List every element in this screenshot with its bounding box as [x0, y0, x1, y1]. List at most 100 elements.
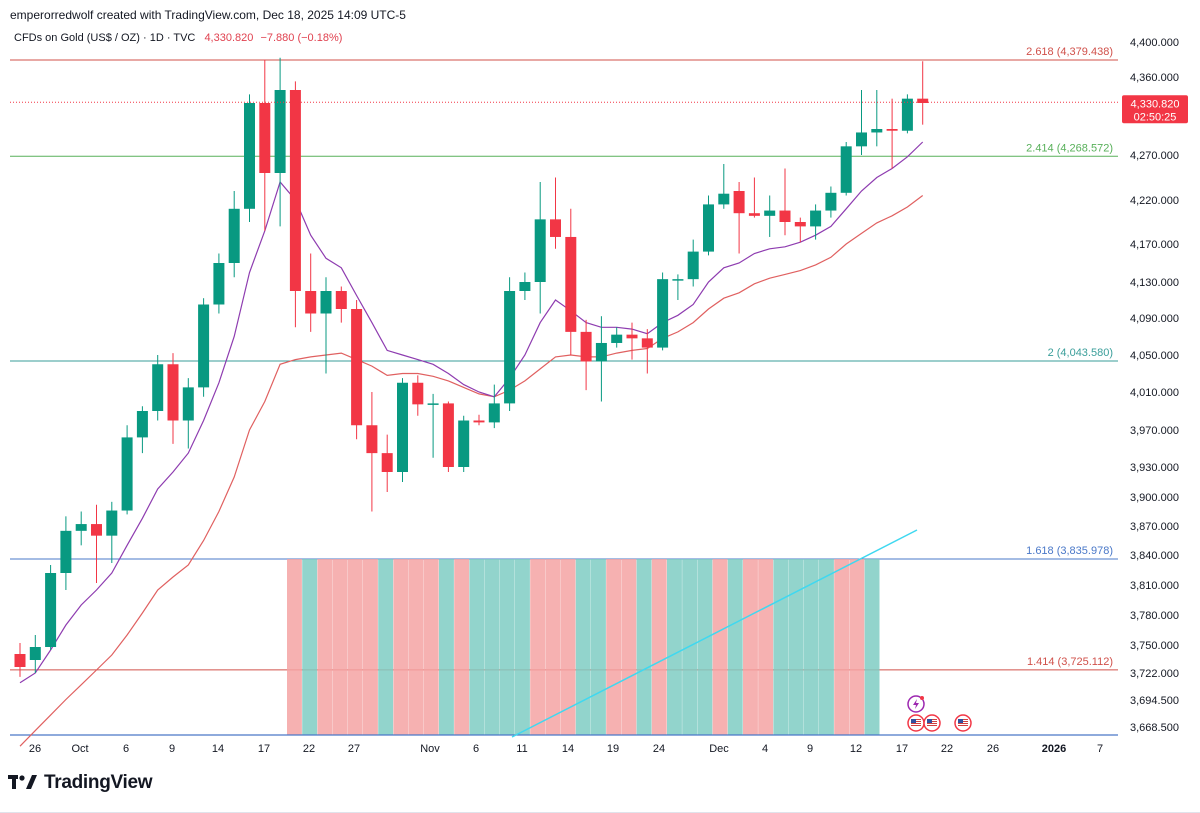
candle: [672, 274, 684, 300]
moving-averages: [19, 141, 924, 747]
y-tick-label: 3,870.000: [1130, 521, 1179, 533]
candle: [397, 378, 408, 482]
fib-label: 2.414 (4,268.572): [1026, 142, 1113, 154]
candle: [565, 208, 577, 355]
x-tick-label: 6: [123, 743, 129, 755]
histogram-bar: [743, 559, 758, 735]
candle: [244, 94, 255, 222]
candle-body: [672, 279, 684, 281]
lightning-event-icon: [907, 695, 925, 713]
candle: [198, 298, 210, 397]
x-tick-label: Oct: [71, 743, 88, 755]
price-tag-value: 4,330.820: [1131, 98, 1180, 110]
flag-stripe: [958, 725, 968, 726]
candle: [764, 195, 776, 237]
candle-body: [29, 647, 41, 660]
y-tick-label: 3,750.000: [1130, 640, 1179, 652]
histogram-bar: [712, 559, 728, 735]
y-tick-label: 3,668.500: [1130, 722, 1179, 734]
candle: [381, 434, 393, 492]
candle-body: [534, 219, 546, 282]
x-tick-label: 22: [941, 743, 953, 755]
flag-stripe: [958, 723, 968, 724]
histogram-bar: [439, 559, 454, 735]
candle: [442, 401, 454, 472]
brand-name: TradingView: [44, 772, 153, 793]
histogram-bar: [621, 559, 637, 735]
histogram-bar: [515, 559, 530, 735]
candle: [228, 191, 240, 278]
flag-canton: [927, 719, 932, 723]
candle-body: [427, 403, 439, 405]
histogram-bar: [545, 559, 561, 735]
y-tick-label: 3,810.000: [1130, 580, 1179, 592]
time-axis: 26 Oct 6 9 14 17 22 27 Nov 6 11 14 19 24 Dec 4 9 12 17 22 26…: [29, 743, 1103, 755]
histogram-bar: [758, 559, 774, 735]
x-tick-label: 26: [987, 743, 999, 755]
us-flag-event-icon: [923, 714, 941, 732]
x-tick-label: 4: [762, 743, 768, 755]
candle-body: [335, 291, 347, 309]
candle-body: [580, 331, 592, 362]
candle-body: [810, 210, 822, 227]
y-tick-label: 4,360.000: [1130, 72, 1179, 84]
candle: [458, 415, 470, 472]
candle-body: [641, 338, 653, 348]
candle-body: [473, 420, 485, 423]
x-tick-label: 14: [562, 743, 574, 755]
legend-separator: ·: [142, 32, 150, 44]
histogram-bar: [378, 559, 394, 735]
trend-line: [511, 529, 918, 738]
candle-body: [366, 425, 378, 454]
candle: [91, 504, 102, 583]
legend-price: 4,330.820: [204, 32, 254, 44]
ema-fast-line: [19, 141, 924, 684]
candle-body: [519, 282, 531, 291]
histogram-bar: [317, 559, 333, 735]
candle-body: [182, 387, 194, 421]
histogram-bar: [697, 559, 713, 735]
legend-change: −7.880 (−0.18%): [260, 32, 343, 44]
price-axis: 4,400.000 4,360.000 4,270.000 4,220.000 4,17…: [1130, 37, 1179, 734]
candle: [106, 501, 118, 563]
candle: [412, 375, 424, 416]
x-tick-label: 22: [303, 743, 315, 755]
x-tick-label: 7: [1097, 743, 1103, 755]
x-tick-label: 26: [29, 743, 41, 755]
us-flag-event-icon: [954, 714, 972, 732]
candle-body: [687, 251, 699, 280]
candle-body: [748, 213, 760, 216]
candle-body: [121, 437, 133, 511]
symbol-legend: CFDs on Gold (US$ / OZ) · 1D · TVC 4,330…: [14, 32, 342, 44]
histogram-bar: [484, 559, 500, 735]
price-tag-countdown: 02:50:25: [1134, 111, 1177, 123]
candle: [611, 327, 623, 348]
brand-footer[interactable]: TradingView: [8, 772, 153, 794]
candle: [840, 142, 852, 196]
x-tick-label: 14: [212, 743, 224, 755]
candle-body: [381, 453, 393, 472]
candle-body: [45, 573, 57, 647]
us-flag-event-icon: [907, 714, 925, 732]
x-tick-label: 17: [258, 743, 270, 755]
candle: [29, 635, 41, 673]
histogram-bar: [788, 559, 804, 735]
candle-body: [351, 309, 363, 426]
flag-canton: [958, 719, 963, 723]
candle-body: [274, 90, 286, 173]
candle-body: [136, 411, 148, 438]
candle-body: [60, 530, 72, 573]
price-tag-box: [1122, 95, 1188, 124]
interval[interactable]: 1D: [149, 32, 164, 44]
candle-body: [228, 208, 240, 263]
candle: [733, 182, 745, 254]
histogram-bar: [773, 559, 789, 735]
candle-body: [550, 219, 561, 237]
y-tick-label: 3,970.000: [1130, 425, 1179, 437]
candle-body: [320, 291, 332, 314]
candle-body: [917, 98, 929, 103]
candle-body: [626, 334, 638, 339]
symbol-name[interactable]: CFDs on Gold (US$ / OZ): [14, 32, 140, 44]
